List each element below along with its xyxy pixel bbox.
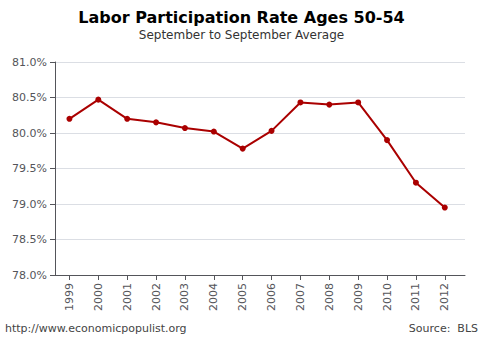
svg-text:2004: 2004: [207, 283, 220, 311]
svg-text:78.0%: 78.0%: [12, 269, 47, 282]
svg-text:2006: 2006: [265, 283, 278, 311]
svg-text:78.5%: 78.5%: [12, 233, 47, 246]
svg-text:Source: BLS: Source: BLS: [409, 322, 478, 335]
svg-text:September to September Average: September to September Average: [139, 28, 344, 42]
svg-text:2005: 2005: [236, 283, 249, 311]
svg-text:2000: 2000: [92, 283, 105, 311]
svg-text:2008: 2008: [323, 283, 336, 311]
svg-text:80.5%: 80.5%: [12, 91, 47, 104]
svg-text:1999: 1999: [63, 283, 76, 311]
svg-text:2007: 2007: [294, 283, 307, 311]
svg-text:http://www.economicpopulist.or: http://www.economicpopulist.org: [5, 322, 187, 335]
svg-text:2009: 2009: [352, 283, 365, 311]
svg-text:2003: 2003: [178, 283, 191, 311]
svg-text:2012: 2012: [438, 283, 451, 311]
svg-text:79.0%: 79.0%: [12, 198, 47, 211]
svg-text:81.0%: 81.0%: [12, 56, 47, 69]
svg-text:2002: 2002: [150, 283, 163, 311]
svg-text:2011: 2011: [409, 283, 422, 311]
svg-text:80.0%: 80.0%: [12, 127, 47, 140]
svg-text:2010: 2010: [381, 283, 394, 311]
svg-text:Labor Participation Rate Ages: Labor Participation Rate Ages 50-54: [78, 8, 404, 27]
svg-text:79.5%: 79.5%: [12, 162, 47, 175]
svg-text:2001: 2001: [121, 283, 134, 311]
